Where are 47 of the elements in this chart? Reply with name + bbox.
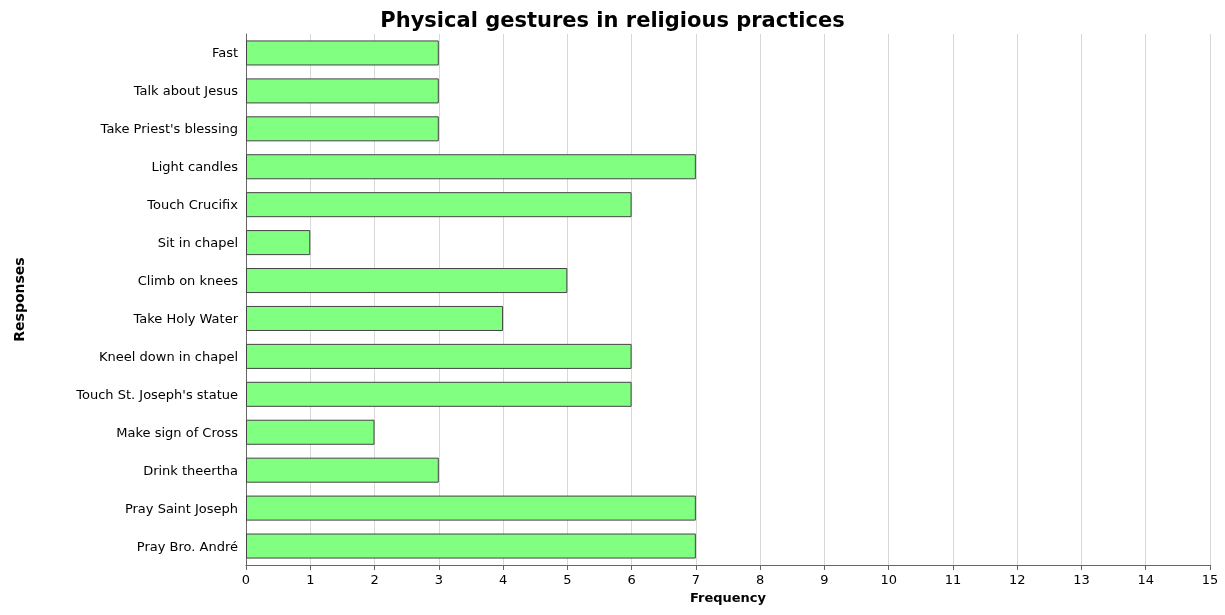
y-axis-title: Responses	[11, 257, 27, 342]
bar	[246, 381, 632, 407]
bar	[246, 419, 375, 445]
y-tick-label: Touch St. Joseph's statue	[75, 386, 238, 402]
bar	[246, 305, 504, 331]
bar	[246, 495, 696, 521]
y-tick-label: Take Holy Water	[132, 310, 239, 326]
y-tick-label: Sit in chapel	[157, 235, 238, 251]
x-tick-label: 0	[241, 572, 251, 587]
bar	[246, 192, 632, 218]
bar	[246, 343, 632, 369]
y-tick-label: Touch Crucifix	[146, 197, 239, 213]
x-axis-title: Frequency	[689, 589, 767, 605]
x-tick-label: 13	[1073, 572, 1090, 587]
x-tick-label: 14	[1137, 572, 1155, 587]
y-tick-label: Pray Bro. André	[136, 538, 238, 554]
x-tick-label: 15	[1201, 572, 1219, 587]
y-tick-label: Fast	[211, 45, 238, 61]
x-tick-label: 4	[498, 572, 508, 587]
x-tick-label: 3	[434, 572, 443, 587]
x-tick-label: 8	[755, 572, 765, 587]
y-tick-label: Make sign of Cross	[116, 424, 239, 440]
bar	[246, 230, 311, 256]
bar	[246, 116, 439, 142]
chart-title: Physical gestures in religious practices	[380, 7, 845, 32]
x-tick-label: 12	[1008, 572, 1026, 587]
bar	[246, 40, 439, 66]
bar	[246, 457, 439, 483]
x-tick-label: 7	[691, 572, 701, 587]
x-tick-label: 10	[880, 572, 897, 587]
bar	[246, 268, 568, 294]
y-tick-label: Talk about Jesus	[132, 83, 239, 99]
x-tick-label: 11	[944, 572, 962, 587]
bar	[246, 154, 696, 180]
y-tick-label: Climb on knees	[137, 273, 239, 289]
x-tick-label: 2	[370, 572, 379, 587]
y-tick-label: Take Priest's blessing	[99, 121, 238, 137]
y-tick-label: Kneel down in chapel	[99, 348, 238, 364]
y-tick-label: Pray Saint Joseph	[124, 500, 238, 516]
bar	[246, 78, 439, 104]
x-tick-label: 5	[563, 572, 572, 587]
x-tick-label: 9	[820, 572, 829, 587]
y-tick-label: Light candles	[151, 159, 239, 175]
y-tick-label: Drink theertha	[143, 462, 238, 478]
x-tick-label: 1	[306, 572, 315, 587]
x-tick-label: 6	[627, 572, 636, 587]
bar	[246, 533, 696, 559]
